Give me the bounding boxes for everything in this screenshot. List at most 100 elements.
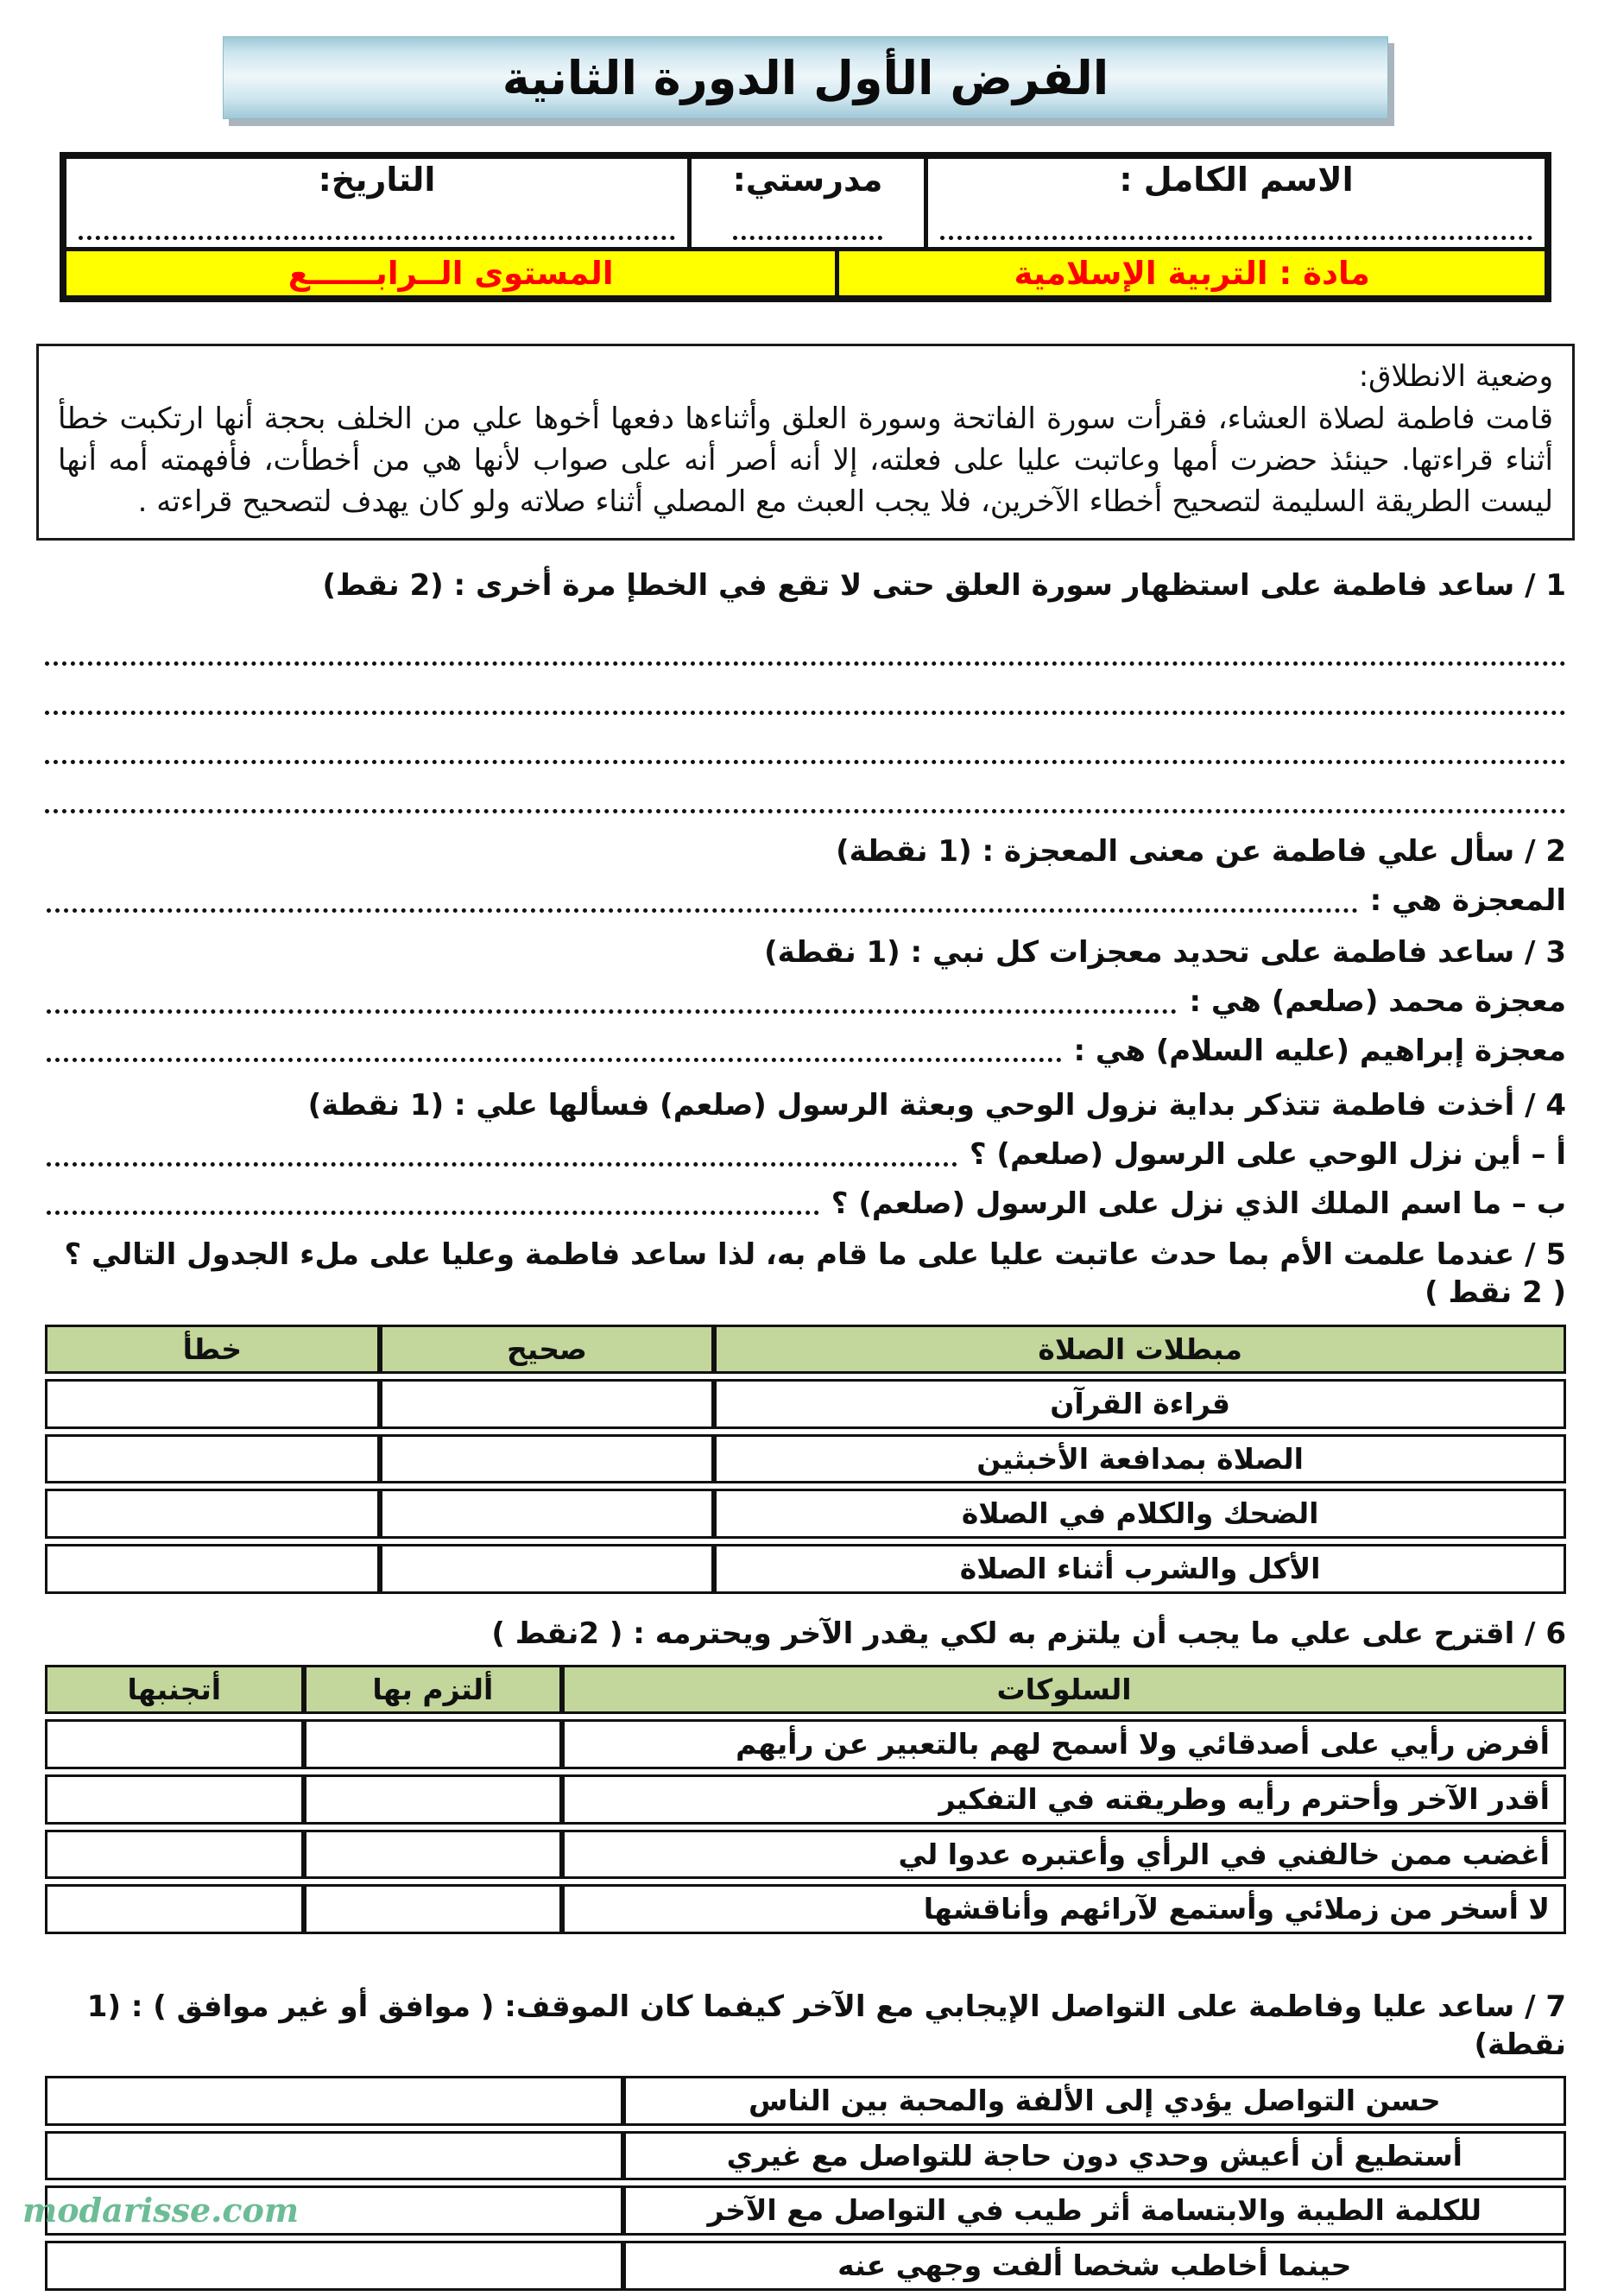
table-row: حسن التواصل يؤدي إلى الألفة والمحبة بين … <box>45 2076 1566 2126</box>
column-header: مبطلات الصلاة <box>714 1324 1566 1375</box>
behavior-statement: أقدر الآخر وأحترم رأيه وطريقته في التفكي… <box>562 1774 1566 1825</box>
table-row: حينما أخاطب شخصا ألفت وجهي عنه <box>45 2240 1566 2291</box>
row-label: الضحك والكلام في الصلاة <box>714 1489 1566 1539</box>
answer-cell-commit[interactable] <box>303 1774 563 1825</box>
answer-prefix: معجزة إبراهيم (عليه السلام) هي : <box>1073 1033 1567 1068</box>
table-row: الصلاة بمدافعة الأخبثين <box>45 1433 1566 1484</box>
answer-cell-commit[interactable] <box>303 1829 563 1880</box>
answer-line[interactable] <box>47 1002 1178 1014</box>
date-label: التاريخ: <box>318 161 436 199</box>
question-5-label: 5 / عندما علمت الأم بما حدث عاتبت عليا ع… <box>64 1237 1566 1311</box>
row-label: الأكل والشرب أثناء الصلاة <box>714 1544 1566 1594</box>
answer-prefix: معجزة محمد (صلعم) هي : <box>1189 984 1566 1020</box>
table-row: قراءة القرآن <box>45 1379 1566 1429</box>
answer-line[interactable] <box>47 1203 819 1216</box>
answer-cell-wrong[interactable] <box>45 1544 380 1594</box>
table-header-row: مبطلات الصلاة صحيح خطأ <box>45 1324 1566 1375</box>
question-4-answer-b: ب – ما اسم الملك الذي نزل على الرسول (صل… <box>45 1186 1566 1223</box>
school-answer-line[interactable] <box>732 231 883 240</box>
identity-row: الاسم الكامل : مدرستي: التاريخ: <box>66 159 1545 247</box>
column-header: خطأ <box>45 1324 380 1375</box>
question-3-answer-1: معجزة محمد (صلعم) هي : <box>45 984 1566 1021</box>
question-1-answer-lines <box>45 617 1566 814</box>
communication-statement: للكلمة الطيبة والابتسامة أثر طيب في التو… <box>622 2185 1566 2236</box>
table-row: الضحك والكلام في الصلاة <box>45 1489 1566 1539</box>
exam-title-banner: الفرض الأول الدورة الثانية <box>223 36 1388 119</box>
table-row: لا أسخر من زملائي وأستمع لآرائهم وأناقشه… <box>45 1884 1566 1934</box>
answer-cell-avoid[interactable] <box>45 1884 304 1934</box>
page-title: الفرض الأول الدورة الثانية <box>502 50 1109 105</box>
answer-cell-avoid[interactable] <box>45 1719 304 1769</box>
full-name-cell: الاسم الكامل : <box>923 159 1545 247</box>
answer-line[interactable] <box>47 1154 957 1167</box>
situation-box: وضعية الانطلاق: قامت فاطمة لصلاة العشاء،… <box>36 344 1575 541</box>
question-7-label: 7 / ساعد عليا وفاطمة على التواصل الإيجاب… <box>86 1989 1566 2062</box>
answer-line[interactable] <box>47 901 1358 913</box>
question-6-label: 6 / اقترح على علي ما يجب أن يلتزم به لكي… <box>491 1616 1566 1651</box>
behavior-statement: أغضب ممن خالفني في الرأي وأعتبره عدوا لي <box>562 1829 1566 1880</box>
communication-statement: حسن التواصل يؤدي إلى الألفة والمحبة بين … <box>622 2076 1566 2126</box>
situation-heading: وضعية الانطلاق: <box>1358 359 1553 394</box>
column-header: صحيح <box>379 1324 715 1375</box>
school-label: مدرستي: <box>732 161 883 199</box>
question-3-answer-2: معجزة إبراهيم (عليه السلام) هي : <box>45 1033 1566 1070</box>
answer-line[interactable] <box>45 715 1566 765</box>
answer-cell-agree[interactable] <box>45 2240 623 2291</box>
answer-cell-wrong[interactable] <box>45 1379 380 1429</box>
answer-line[interactable] <box>45 666 1566 716</box>
questions-area: 1 / ساعد فاطمة على استظهار سورة العلق حت… <box>45 566 1566 2296</box>
behavior-statement: أفرض رأيي على أصدقائي ولا أسمح لهم بالتع… <box>562 1719 1566 1769</box>
full-name-answer-line[interactable] <box>939 231 1532 240</box>
answer-cell-correct[interactable] <box>379 1544 715 1594</box>
full-name-label: الاسم الكامل : <box>1119 161 1354 199</box>
row-label: الصلاة بمدافعة الأخبثين <box>714 1433 1566 1484</box>
answer-cell-avoid[interactable] <box>45 1829 304 1880</box>
level-band: المستوى الــرابــــــع <box>66 251 836 295</box>
answer-cell-commit[interactable] <box>303 1884 563 1934</box>
prayer-invalidators-table: مبطلات الصلاة صحيح خطأ قراءة القرآن الصل… <box>45 1319 1566 1599</box>
answer-cell-wrong[interactable] <box>45 1489 380 1539</box>
column-header: السلوكات <box>562 1664 1566 1715</box>
behavior-statement: لا أسخر من زملائي وأستمع لآرائهم وأناقشه… <box>562 1884 1566 1934</box>
answer-line[interactable] <box>47 1050 1062 1063</box>
answer-cell-avoid[interactable] <box>45 1774 304 1825</box>
answer-cell-correct[interactable] <box>379 1379 715 1429</box>
question-2-label: 2 / سأل علي فاطمة عن معنى المعجزة : (1 ن… <box>836 834 1566 870</box>
question-1-label: 1 / ساعد فاطمة على استظهار سورة العلق حت… <box>322 568 1566 603</box>
table-row: أغضب ممن خالفني في الرأي وأعتبره عدوا لي <box>45 1829 1566 1880</box>
table-row: أفرض رأيي على أصدقائي ولا أسمح لهم بالتع… <box>45 1719 1566 1769</box>
communication-statement: حينما أخاطب شخصا ألفت وجهي عنه <box>622 2240 1566 2291</box>
column-header: أتجنبها <box>45 1664 304 1715</box>
question-2-answer: المعجزة هي : <box>45 882 1566 920</box>
answer-cell-correct[interactable] <box>379 1433 715 1484</box>
column-header: ألتزم بها <box>303 1664 563 1715</box>
identity-header-table: الاسم الكامل : مدرستي: التاريخ: مادة : ا… <box>60 152 1551 302</box>
question-4-label: 4 / أخذت فاطمة تتذكر بداية نزول الوحي وب… <box>307 1088 1566 1123</box>
answer-prefix: ب – ما اسم الملك الذي نزل على الرسول (صل… <box>831 1186 1566 1221</box>
communication-statement: أستطيع أن أعيش وحدي دون حاجة للتواصل مع … <box>622 2130 1566 2181</box>
question-4-answer-a: أ – أين نزل الوحي على الرسول (صلعم) ؟ <box>45 1136 1566 1173</box>
table-header-row: السلوكات ألتزم بها أتجنبها <box>45 1664 1566 1715</box>
answer-cell-wrong[interactable] <box>45 1433 380 1484</box>
answer-cell-agree[interactable] <box>45 2076 623 2126</box>
answer-prefix: المعجزة هي : <box>1369 883 1566 919</box>
answer-line[interactable] <box>45 617 1566 667</box>
answer-cell-agree[interactable] <box>45 2130 623 2181</box>
school-cell: مدرستي: <box>687 159 924 247</box>
row-label: قراءة القرآن <box>714 1379 1566 1429</box>
date-cell: التاريخ: <box>66 159 687 247</box>
subject-band: مادة : التربية الإسلامية <box>835 251 1545 295</box>
subject-level-row: مادة : التربية الإسلامية المستوى الــراب… <box>66 247 1545 295</box>
date-answer-line[interactable] <box>79 231 676 240</box>
table-row: أستطيع أن أعيش وحدي دون حاجة للتواصل مع … <box>45 2130 1566 2181</box>
question-3-label: 3 / ساعد فاطمة على تحديد معجزات كل نبي :… <box>764 934 1566 970</box>
situation-text: قامت فاطمة لصلاة العشاء، فقرأت سورة الفا… <box>58 401 1553 520</box>
table-row: أقدر الآخر وأحترم رأيه وطريقته في التفكي… <box>45 1774 1566 1825</box>
exam-page: { "page": { "title": "الفرض الأول الدورة… <box>0 36 1611 2291</box>
answer-cell-commit[interactable] <box>303 1719 563 1769</box>
behaviors-table: السلوكات ألتزم بها أتجنبها أفرض رأيي على… <box>45 1660 1566 1939</box>
answer-cell-correct[interactable] <box>379 1489 715 1539</box>
table-row: الأكل والشرب أثناء الصلاة <box>45 1544 1566 1594</box>
communication-table: حسن التواصل يؤدي إلى الألفة والمحبة بين … <box>45 2071 1566 2295</box>
answer-line[interactable] <box>45 764 1566 814</box>
